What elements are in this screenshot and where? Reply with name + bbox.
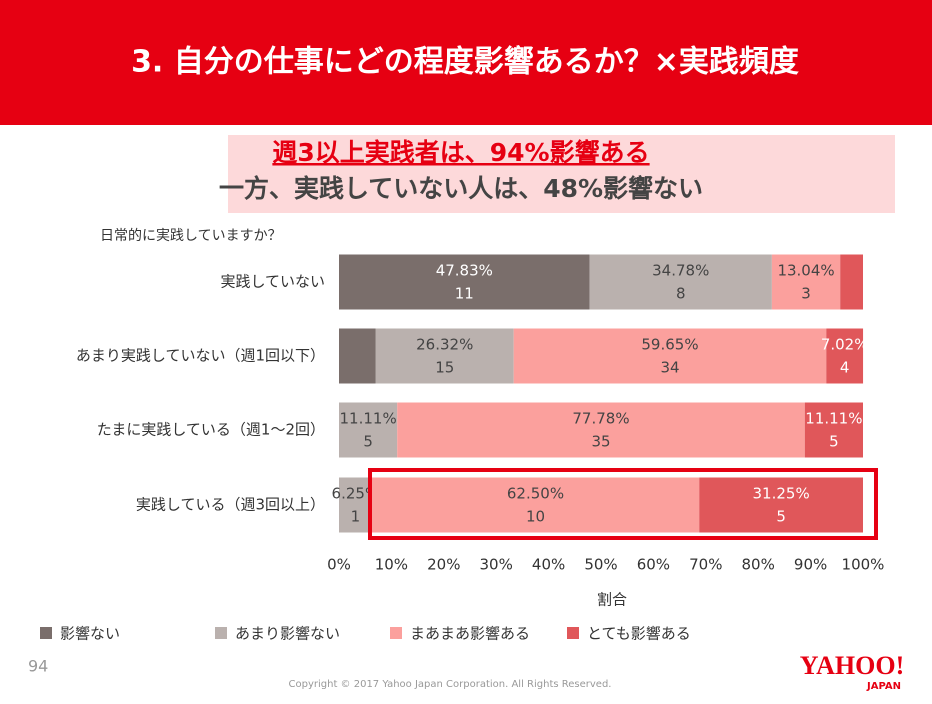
count-label: 3 xyxy=(801,285,811,303)
count-label: 1 xyxy=(351,508,361,526)
logo-sub: JAPAN xyxy=(866,681,901,692)
count-label: 4 xyxy=(840,359,850,377)
bar-segment xyxy=(371,477,700,533)
subheadline: 一方、実践していない人は、48%影響ない xyxy=(219,174,703,203)
count-label: 8 xyxy=(676,285,686,303)
bar-segment xyxy=(375,328,514,384)
bar-segment xyxy=(339,328,376,384)
bar-segment xyxy=(339,477,372,533)
y-tick-label: あまり実践していない（週1回以下） xyxy=(76,347,325,365)
slide-title: 3. 自分の仕事にどの程度影響あるか？×実践頻度 xyxy=(131,45,799,80)
x-tick-label: 20% xyxy=(427,556,460,574)
bar-segment xyxy=(397,402,805,458)
value-label: 34.78% xyxy=(652,262,709,280)
x-tick-label: 40% xyxy=(532,556,565,574)
bar-segment xyxy=(699,477,863,533)
value-label: 26.32% xyxy=(416,336,473,354)
page-number: 94 xyxy=(28,657,48,676)
bar-segment xyxy=(804,402,863,458)
value-label: 6.25% xyxy=(332,485,380,503)
logo: YAHOO! xyxy=(800,651,905,680)
x-axis-title: 割合 xyxy=(597,591,627,609)
x-tick-label: 90% xyxy=(794,556,827,574)
x-tick-label: 0% xyxy=(327,556,351,574)
header-band xyxy=(0,0,932,125)
bar-segment xyxy=(840,254,863,310)
bar-segment xyxy=(339,254,590,310)
count-label: 11 xyxy=(455,285,474,303)
x-tick-label: 100% xyxy=(842,556,885,574)
highlight-box xyxy=(368,468,878,540)
x-tick-label: 80% xyxy=(742,556,775,574)
value-label: 62.50% xyxy=(507,485,564,503)
legend-swatch xyxy=(40,627,52,639)
legend-swatch xyxy=(215,627,227,639)
y-tick-label: 実践していない xyxy=(220,273,325,291)
value-label: 7.02% xyxy=(821,336,869,354)
value-label: 11.11% xyxy=(340,410,397,428)
legend-label: 影響ない xyxy=(60,625,120,643)
legend-label: あまり影響ない xyxy=(235,625,340,643)
bar-segment xyxy=(339,402,398,458)
value-label: 13.04% xyxy=(777,262,834,280)
count-label: 5 xyxy=(776,508,786,526)
x-tick-label: 30% xyxy=(480,556,513,574)
count-label: 15 xyxy=(435,359,454,377)
x-tick-label: 70% xyxy=(689,556,722,574)
x-tick-label: 10% xyxy=(375,556,408,574)
copyright: Copyright © 2017 Yahoo Japan Corporation… xyxy=(289,679,612,690)
value-label: 77.78% xyxy=(572,410,629,428)
x-tick-label: 60% xyxy=(637,556,670,574)
headline: 週3以上実践者は、94%影響ある xyxy=(272,138,649,167)
headline-box xyxy=(228,135,895,213)
bar-segment xyxy=(589,254,772,310)
count-label: 5 xyxy=(829,433,839,451)
count-label: 35 xyxy=(591,433,610,451)
value-label: 59.65% xyxy=(641,336,698,354)
x-tick-label: 50% xyxy=(584,556,617,574)
y-axis-title: 日常的に実践していますか？ xyxy=(100,228,282,244)
y-tick-label: たまに実践している（週1～2回） xyxy=(97,421,325,439)
bar-segment xyxy=(826,328,864,384)
legend-swatch xyxy=(390,627,402,639)
bar-segment xyxy=(513,328,827,384)
value-label: 11.11% xyxy=(805,410,862,428)
bar-segment xyxy=(771,254,841,310)
legend-swatch xyxy=(567,627,579,639)
value-label: 31.25% xyxy=(753,485,810,503)
y-tick-label: 実践している（週3回以上） xyxy=(136,496,325,514)
count-label: 34 xyxy=(660,359,679,377)
count-label: 5 xyxy=(363,433,373,451)
count-label: 10 xyxy=(526,508,545,526)
legend-label: まあまあ影響ある xyxy=(410,625,530,643)
value-label: 47.83% xyxy=(436,262,493,280)
legend-label: とても影響ある xyxy=(587,625,691,643)
